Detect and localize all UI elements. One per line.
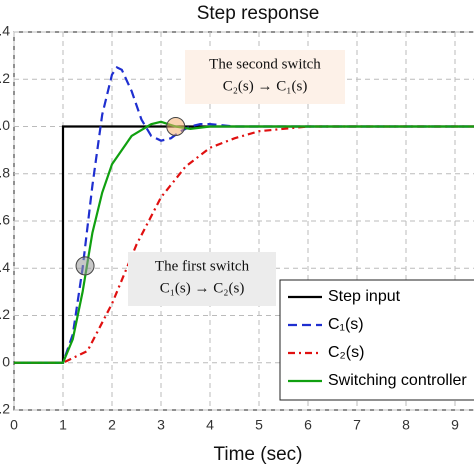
- legend-label: Switching controller: [328, 372, 467, 389]
- x-tick-label: 2: [108, 417, 116, 433]
- x-tick-label: 9: [451, 417, 459, 433]
- switch-marker: [75, 256, 95, 276]
- y-tick-label: 0.4: [0, 259, 10, 275]
- y-tick-label: 0.6: [0, 212, 10, 228]
- x-tick-label: 3: [157, 417, 165, 433]
- y-tick-label: 0: [2, 353, 10, 369]
- annotation-box: [185, 50, 345, 104]
- chart-title: Step response: [197, 3, 320, 24]
- x-tick-label: 0: [10, 417, 18, 433]
- legend-label: Step input: [328, 288, 401, 305]
- x-tick-label: 5: [255, 417, 263, 433]
- x-axis-label: Time (sec): [213, 444, 302, 465]
- y-tick-label: 1.2: [0, 70, 10, 86]
- x-tick-label: 4: [206, 417, 214, 433]
- y-tick-label: 0.2: [0, 306, 10, 322]
- x-tick-label: 6: [304, 417, 312, 433]
- annotation-text: C₁(s) → C₂(s): [160, 280, 245, 296]
- annotation-text: The second switch: [209, 56, 321, 72]
- switch-marker: [166, 117, 186, 136]
- x-tick-label: 8: [402, 417, 410, 433]
- y-tick-label: 0.8: [0, 164, 10, 180]
- line-series: [14, 125, 474, 364]
- annotation-text: The first switch: [155, 258, 250, 274]
- line-series: [14, 66, 474, 364]
- legend-label: C₁(s): [328, 316, 364, 333]
- y-tick-label: 1.4: [0, 23, 10, 39]
- y-tick-label: 1.0: [0, 117, 10, 133]
- x-tick-label: 1: [59, 417, 67, 433]
- line-series: [14, 120, 474, 364]
- annotation-box: [128, 252, 276, 306]
- legend-label: C₂(s): [328, 344, 364, 361]
- annotation-text: C₂(s) → C₁(s): [223, 78, 308, 94]
- x-tick-label: 7: [353, 417, 361, 433]
- y-tick-label: -0.2: [0, 401, 10, 417]
